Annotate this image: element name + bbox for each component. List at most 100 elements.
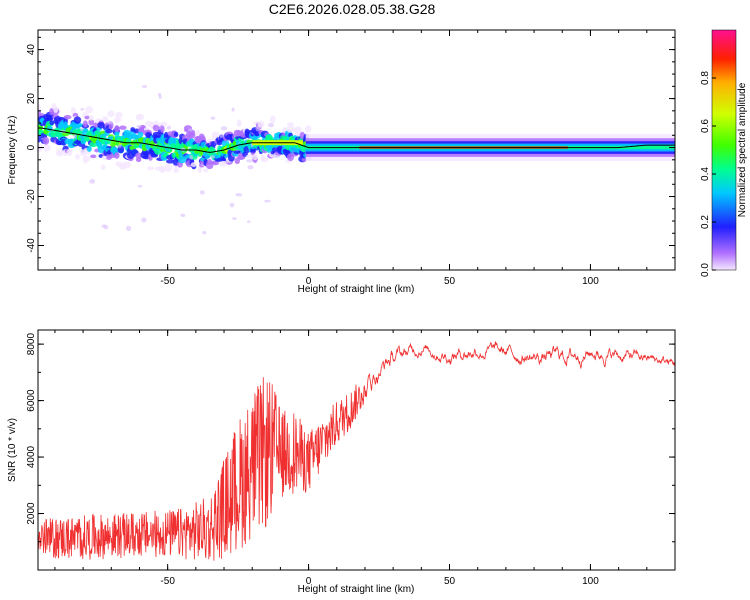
colorbar-label: Normalized spectral amplitude — [737, 82, 748, 217]
spectrogram-frame — [37, 29, 676, 271]
spectral-blob — [101, 224, 107, 229]
y-tick-label: 20 — [26, 93, 37, 105]
spectral-blob — [246, 154, 253, 159]
spectral-blob — [102, 115, 109, 122]
x-tick-label: 0 — [306, 576, 312, 587]
spectral-blob — [231, 107, 235, 112]
snr-frame — [37, 329, 676, 571]
spectral-blob — [100, 164, 106, 170]
spectral-blob — [173, 131, 179, 137]
spectral-blob — [229, 202, 235, 208]
spectral-blob — [267, 123, 275, 128]
colorbar-tick-label: 0.6 — [700, 119, 711, 133]
spectral-blob — [202, 230, 207, 235]
x-tick-label: 100 — [582, 576, 599, 587]
spectral-blob — [86, 145, 92, 152]
spectral-blob — [305, 125, 312, 133]
spectral-blob — [161, 121, 168, 127]
spectral-blob — [136, 124, 142, 128]
spectrogram-panel: -50 0 50 100 -40 -20 0 20 40 Height of straight … — [7, 29, 676, 295]
spectral-blob — [286, 124, 295, 133]
spectrogram-ridge-layer — [38, 127, 675, 153]
spectral-blob — [135, 157, 142, 163]
spectral-blob — [88, 119, 95, 126]
spectral-blob — [49, 120, 55, 126]
spectral-blob — [219, 134, 224, 138]
colorbar-gradient — [711, 29, 737, 271]
spectral-blob — [90, 154, 97, 159]
spectral-blob — [211, 131, 220, 139]
spectral-blob — [135, 152, 142, 159]
snr-y-axis-label: SNR (10 * v/v) — [7, 418, 18, 482]
snr-panel: -50 0 50 100 2000 4000 6000 8000 Height of stra… — [7, 329, 676, 595]
x-tick-label: 50 — [444, 576, 456, 587]
spectral-blob — [116, 117, 122, 122]
spectral-blob — [189, 155, 194, 160]
spectral-blob — [147, 166, 154, 171]
spectrogram-ticks: -50 0 50 100 -40 -20 0 20 40 — [26, 30, 675, 287]
spectral-blob — [80, 127, 84, 132]
spectral-blob — [264, 199, 271, 203]
spectral-blob — [46, 114, 54, 121]
spectral-blob — [107, 110, 115, 118]
spectral-blob — [137, 184, 143, 188]
spectral-blob — [85, 106, 94, 114]
colorbar: 0.0 0.2 0.4 0.6 0.8 Normalized spectral ampl… — [700, 29, 748, 277]
ridge-line — [38, 127, 675, 153]
colorbar-tick-label: 0.4 — [700, 167, 711, 181]
x-tick-label: 0 — [306, 276, 312, 287]
spectral-blob — [53, 105, 59, 113]
spectral-blob — [125, 225, 132, 231]
y-tick-label: 8000 — [26, 333, 37, 356]
spectral-blob — [246, 159, 253, 163]
spectral-blob — [84, 156, 91, 162]
spectral-blob — [137, 131, 144, 138]
spectral-blob — [44, 144, 51, 152]
spectral-blob — [210, 155, 216, 159]
spectral-blob — [187, 128, 193, 132]
spectral-blob — [122, 161, 131, 169]
spectral-blob — [115, 111, 123, 118]
spectral-blob — [133, 128, 140, 134]
spectral-blob — [141, 85, 148, 88]
y-tick-label: -40 — [26, 238, 37, 253]
spectral-blob — [173, 167, 179, 173]
x-tick-label: -50 — [160, 276, 175, 287]
spectral-blob — [105, 128, 113, 134]
spectrogram-y-axis-label: Frequency (Hz) — [7, 116, 18, 185]
spectral-blob — [235, 193, 243, 197]
spectral-blob — [117, 144, 122, 148]
spectral-blob — [210, 116, 216, 120]
y-tick-label: -20 — [26, 189, 37, 204]
spectral-blob — [211, 160, 220, 166]
spectral-blob — [236, 119, 242, 127]
spectral-blob — [211, 148, 217, 154]
spectral-blob — [255, 126, 260, 132]
snr-x-axis-label: Height of straight line (km) — [298, 584, 415, 595]
colorbar-tick-label: 0.0 — [700, 263, 711, 277]
spectral-blob — [180, 213, 186, 218]
figure-title: C2E6.2026.028.05.38.G28 — [269, 1, 436, 17]
spectral-blob — [38, 135, 42, 143]
spectral-blob — [114, 131, 120, 136]
colorbar-tick-label: 0.8 — [700, 71, 711, 85]
spectral-blob — [164, 164, 173, 172]
x-tick-label: 50 — [444, 276, 456, 287]
x-tick-label: 100 — [582, 276, 599, 287]
snr-plot-area — [38, 330, 675, 570]
spectral-blob — [158, 165, 166, 173]
spectral-blob — [269, 115, 276, 124]
y-tick-label: 2000 — [26, 502, 37, 525]
spectral-blob — [199, 190, 205, 195]
y-tick-label: 40 — [26, 44, 37, 56]
spectral-blob — [257, 120, 265, 128]
spectral-blob — [107, 120, 114, 124]
spectral-blob — [220, 126, 228, 131]
spectral-blob — [232, 217, 237, 220]
spectral-blob — [114, 125, 120, 133]
spectral-blob — [89, 179, 96, 184]
spectral-blob — [42, 136, 50, 145]
spectral-blob — [123, 129, 131, 137]
spectrogram-x-axis-label: Height of straight line (km) — [298, 284, 415, 295]
x-tick-label: -50 — [160, 576, 175, 587]
